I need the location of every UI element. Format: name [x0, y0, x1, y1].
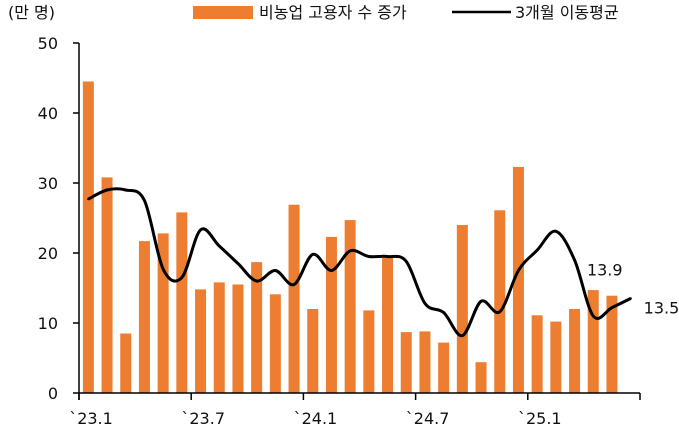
line-point [517, 269, 520, 272]
line-point [330, 269, 333, 272]
bar [438, 342, 450, 393]
line-point [405, 260, 408, 263]
line-point [535, 249, 539, 252]
bar [512, 166, 524, 393]
line-point [180, 276, 184, 279]
bar [419, 331, 431, 393]
data-labels: 13.9 13.5 [587, 261, 679, 318]
bar [288, 204, 300, 393]
bar [138, 241, 150, 393]
line-point [461, 334, 464, 337]
bar [251, 262, 263, 393]
y-tick-label: 40 [38, 104, 58, 123]
bar [82, 81, 94, 393]
line-point [87, 197, 90, 201]
bar [213, 282, 225, 393]
bar [494, 210, 506, 393]
unit-label: (만 명) [8, 3, 55, 22]
moving-average-line [87, 187, 632, 338]
line-point [442, 311, 445, 314]
bar [569, 309, 581, 393]
line-series [87, 187, 632, 338]
legend-bar-label: 비농업 고용자 수 증가 [259, 3, 407, 22]
y-tick-label: 20 [38, 244, 58, 263]
legend: 비농업 고용자 수 증가 3개월 이동평균 [193, 3, 619, 22]
x-tick-label: `25.1 [518, 409, 562, 428]
bar [400, 332, 412, 393]
bar [195, 289, 207, 393]
bar [363, 310, 375, 393]
bar [269, 294, 281, 393]
line-point [311, 253, 314, 256]
line-point [161, 267, 165, 271]
line-point [592, 314, 595, 318]
legend-bar-swatch [193, 6, 253, 19]
line-point [218, 244, 221, 248]
bar [550, 321, 562, 393]
bar [587, 290, 599, 393]
line-point [348, 249, 352, 253]
line-point [124, 188, 127, 192]
line-point [105, 188, 109, 192]
legend-line-label: 3개월 이동평균 [515, 3, 619, 22]
line-point [498, 310, 501, 313]
moving-average-end-label: 13.5 [644, 299, 679, 318]
bar [307, 309, 319, 393]
y-tick-label: 10 [38, 314, 58, 333]
bar [232, 284, 244, 393]
line-point [479, 300, 483, 303]
bar [120, 333, 132, 393]
bar [157, 233, 169, 393]
line-point [386, 255, 389, 258]
y-tick-label: 30 [38, 174, 58, 193]
x-axis: `23.1 `23.7 `24.1 `24.7 `25.1 [69, 392, 641, 428]
x-tick-label: `23.7 [181, 409, 225, 428]
line-point [610, 306, 614, 309]
line-point [236, 262, 240, 265]
line-point [629, 297, 632, 300]
line-point [367, 255, 371, 258]
line-point [199, 228, 202, 232]
line-point [554, 230, 558, 233]
bar-series [82, 81, 618, 393]
line-point [143, 199, 146, 202]
y-tick-label: 0 [48, 384, 58, 403]
bar [176, 212, 188, 393]
line-point [292, 283, 296, 286]
line-point [423, 302, 427, 305]
line-point [573, 258, 576, 262]
bar [531, 315, 543, 393]
bar-end-label: 13.9 [587, 261, 623, 280]
bar [325, 236, 337, 393]
bar [101, 177, 113, 393]
bar [606, 295, 618, 393]
y-tick-label: 50 [38, 34, 58, 53]
x-tick-label: `24.7 [406, 409, 450, 428]
bar [382, 257, 394, 393]
bar [475, 362, 487, 393]
line-point [274, 269, 277, 272]
x-tick-label: `24.1 [294, 409, 338, 428]
line-point [255, 279, 258, 283]
y-axis: 0 10 20 30 40 50 [38, 34, 80, 403]
bar [456, 225, 468, 393]
bar [344, 220, 356, 393]
x-tick-label: `23.1 [69, 409, 113, 428]
